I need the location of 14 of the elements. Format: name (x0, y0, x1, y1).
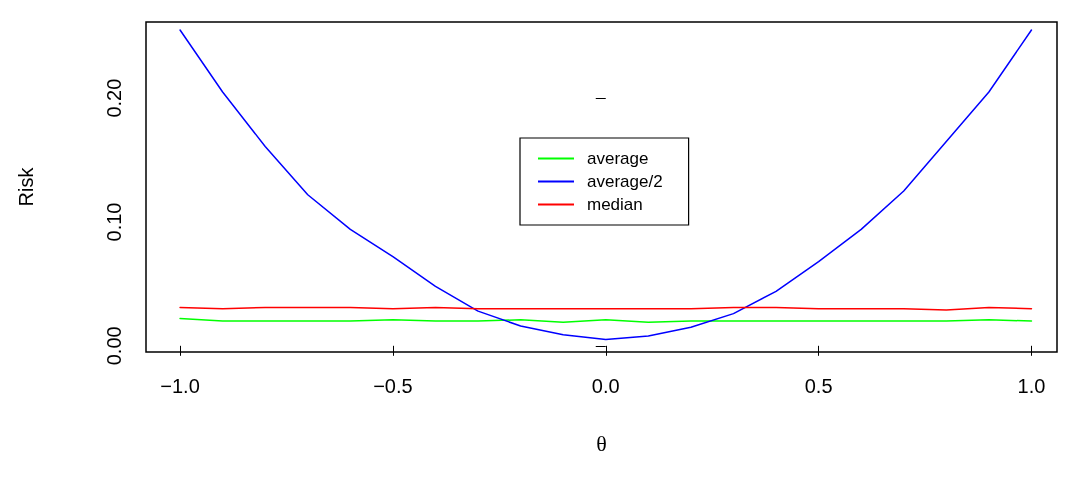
x-axis-title: θ (596, 430, 607, 456)
line-series (179, 29, 1033, 341)
legend-label: median (587, 195, 643, 214)
x-tick-label: −0.5 (373, 375, 413, 397)
x-tick-label: 0.5 (804, 375, 833, 397)
y-axis-title: Risk (15, 166, 37, 207)
y-tick-label: 0.10 (103, 202, 125, 242)
legend-label: average (587, 149, 649, 168)
y-tick-label: 0.20 (103, 78, 125, 118)
x-tick-label: 1.0 (1017, 375, 1046, 397)
x-tick-label: 0.0 (591, 375, 620, 397)
x-tick-label: −1.0 (160, 375, 200, 397)
legend-label: average/2 (587, 172, 663, 191)
y-tick-label: 0.00 (103, 326, 125, 366)
